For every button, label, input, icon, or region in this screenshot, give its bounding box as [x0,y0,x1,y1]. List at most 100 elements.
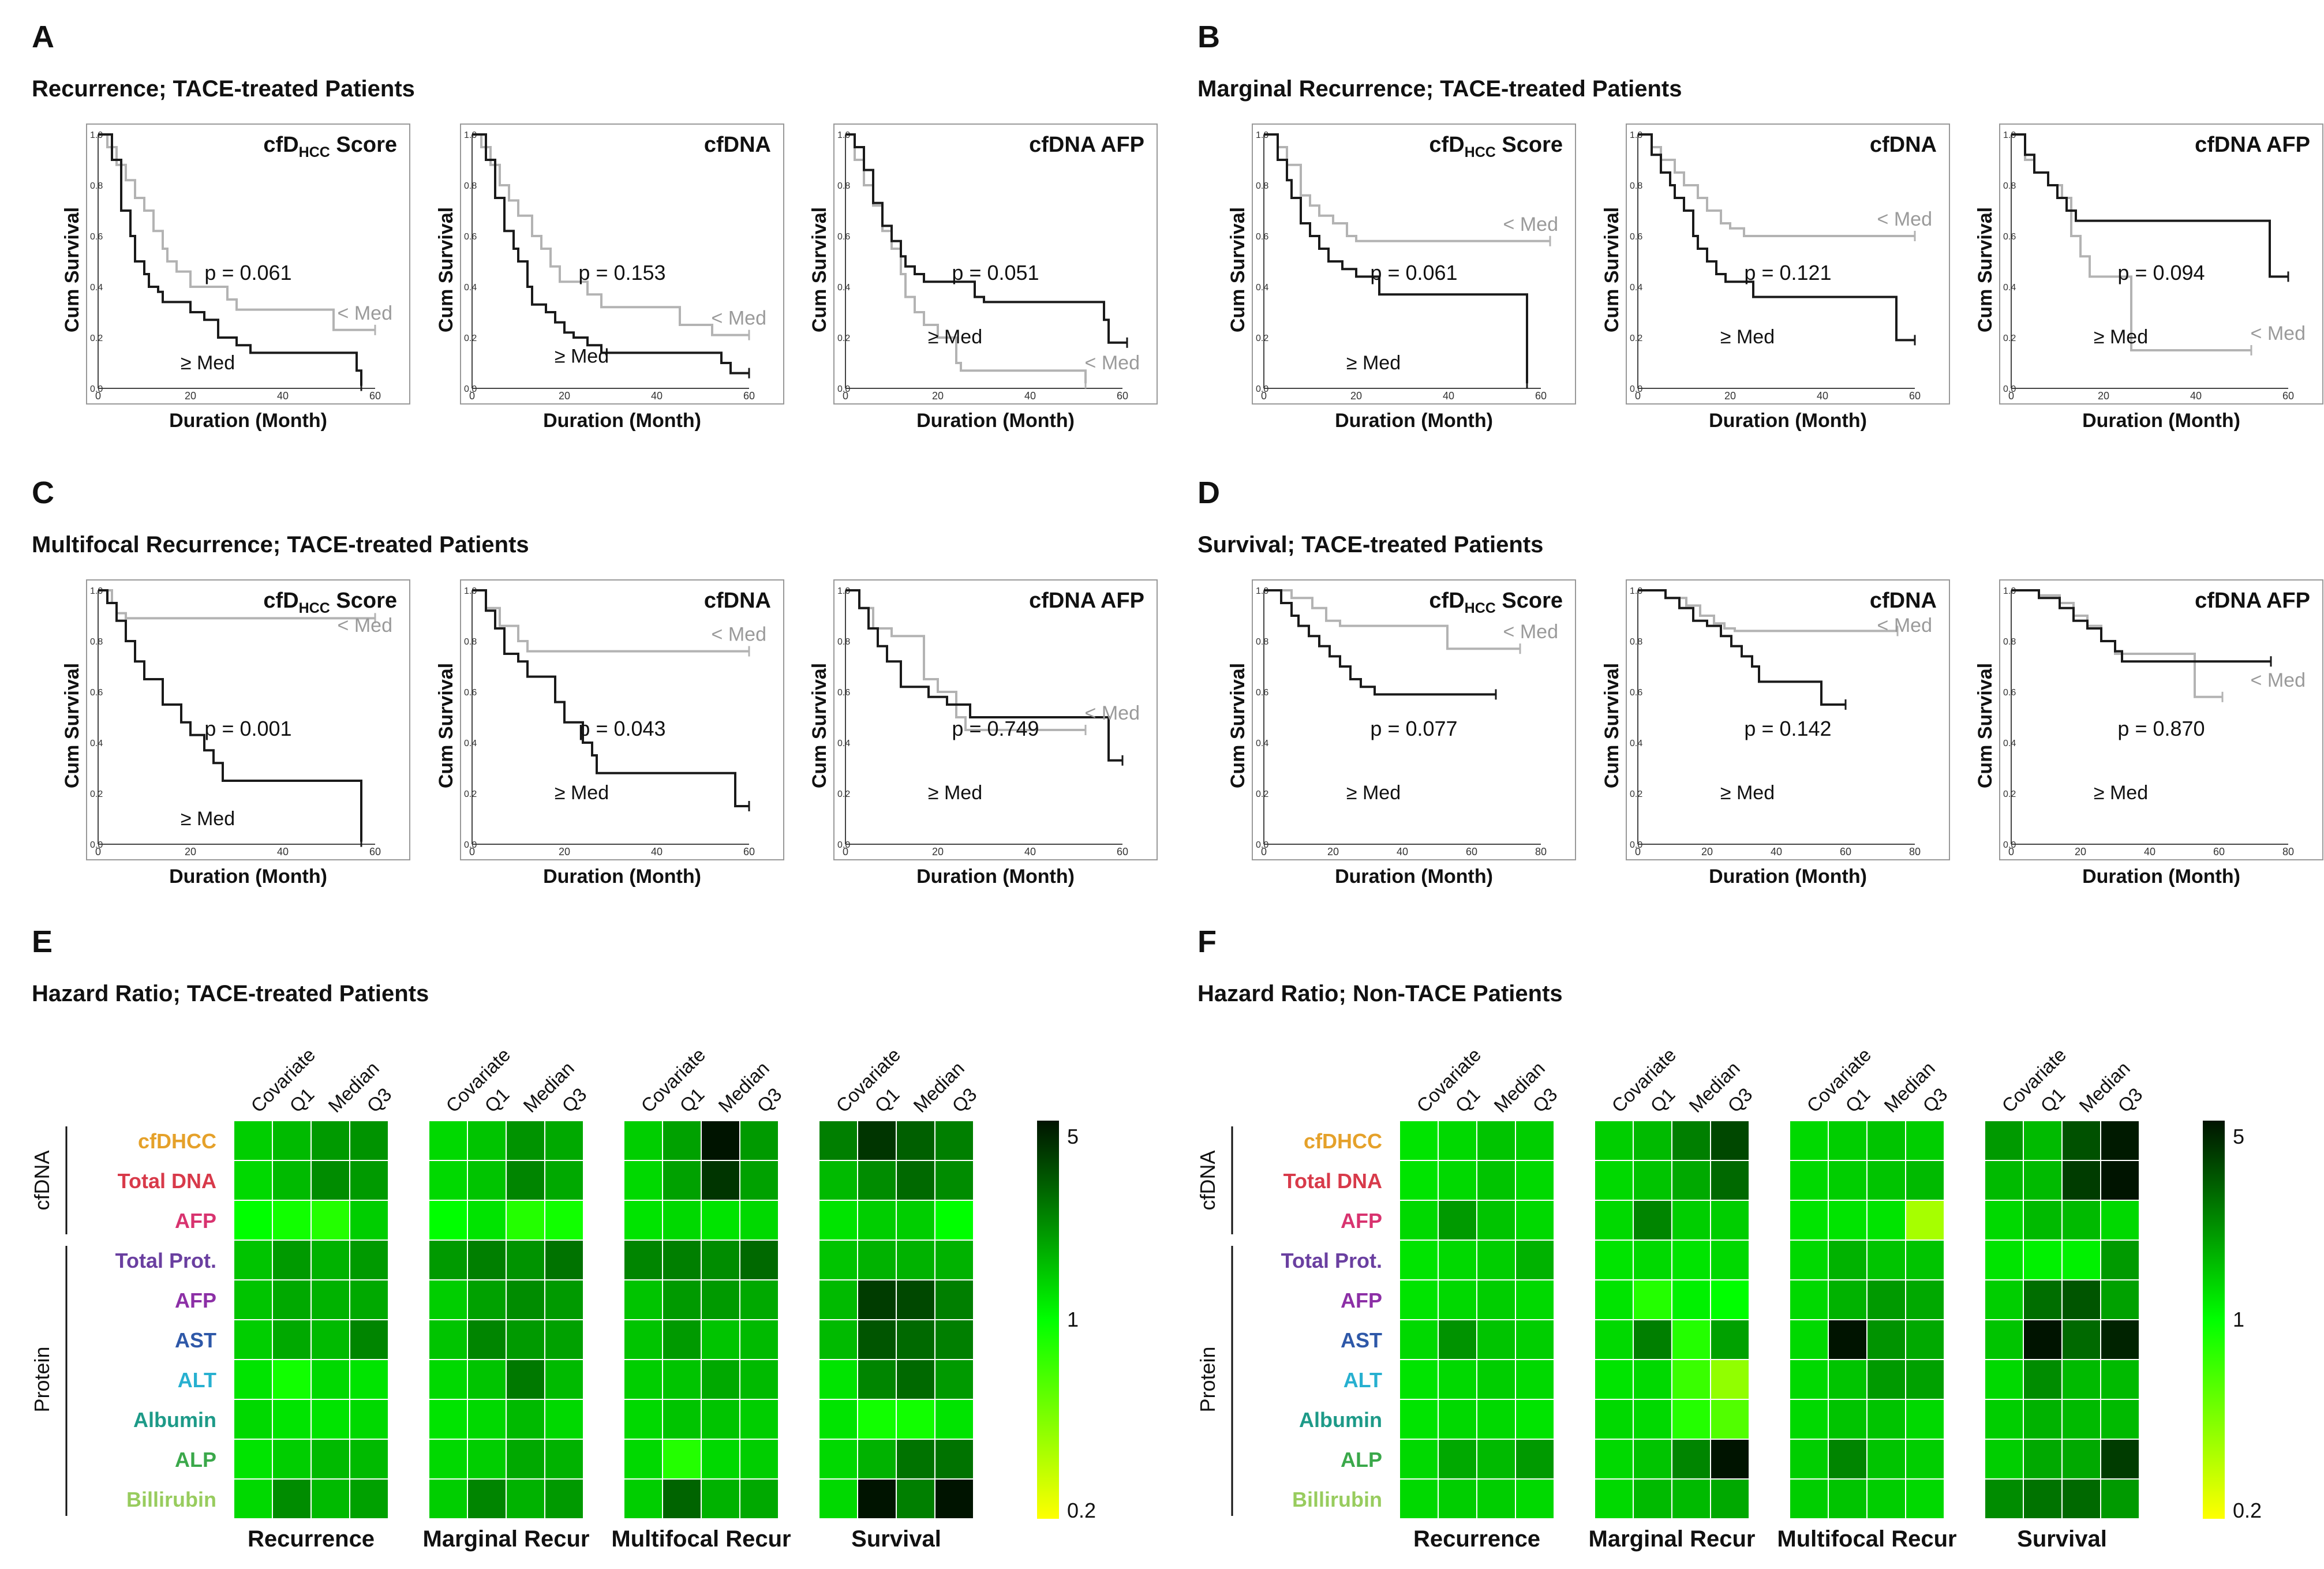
group-label-protein: Protein [30,1346,54,1412]
heatmap-cell [857,1399,897,1440]
y-axis-label: Cum Survival [1974,663,1996,788]
y-tick-label: 0.2 [1256,789,1268,799]
curve-below-median [2011,589,2222,698]
heatmap-cell [896,1160,935,1201]
y-tick-label: 0.0 [837,384,850,394]
heatmap-cell [896,1200,935,1241]
x-tick-label: 40 [1397,846,1408,857]
heatmap-cell [1594,1160,1634,1201]
p-value: p = 0.061 [1370,261,1457,284]
x-tick-label: 20 [2075,846,2086,857]
heatmap-cell [506,1399,545,1440]
heatmap-cell [2023,1319,2063,1360]
row-label: Total DNA [118,1169,216,1193]
row-label: ALP [175,1448,216,1471]
y-tick-label: 1.0 [1256,586,1268,596]
y-axis-label: Cum Survival [435,207,457,332]
x-tick-label: 0 [1261,390,1267,402]
above-median-label: ≥ Med [181,808,235,830]
heatmap-cell [896,1399,935,1440]
heatmap-cell [1633,1240,1672,1280]
heatmap-cell [1984,1240,2024,1280]
y-tick-label: 0.0 [2003,384,2016,394]
heatmap-cell [1399,1478,1439,1519]
heatmap-cell [2100,1240,2140,1280]
chart-label: cfDHCC Score [1429,133,1563,160]
heatmap-cell [310,1240,350,1280]
row-label: AFP [1341,1209,1382,1233]
heatmap-cell [1710,1279,1750,1320]
heatmap-cell [1828,1319,1868,1360]
heatmap-cell [1476,1439,1516,1480]
p-value: p = 0.061 [204,261,291,284]
p-value: p = 0.142 [1744,717,1831,740]
y-tick-label: 0.6 [464,688,477,698]
y-tick-label: 0.8 [837,181,850,191]
heatmap-cell [310,1478,350,1519]
heatmap-cell [349,1399,389,1440]
above-median-label: ≥ Med [928,782,982,804]
panel-title: Hazard Ratio; TACE-treated Patients [32,981,429,1006]
heatmap-cell [1828,1120,1868,1161]
heatmap-cell [233,1160,273,1201]
chart-label: cfDNA [1870,589,1937,613]
x-tick-label: 40 [651,846,663,857]
below-median-label: < Med [2251,323,2306,344]
panel-title: Marginal Recurrence; TACE-treated Patien… [1197,76,1682,102]
heatmap-cell [544,1200,584,1241]
x-tick-label: 40 [1817,390,1828,402]
row-label: cfDHCC [1304,1129,1382,1153]
heatmap-cell [1515,1240,1555,1280]
km-chart: 0.0 0.2 0.4 0.6 0.8 1.0 0 20 40 60 Cum Survival Dur… [1974,123,2323,432]
x-tick-label: 40 [651,390,663,402]
below-median-label: < Med [338,615,392,636]
chart-label: cfDNA [1870,133,1937,157]
x-tick-label: 60 [369,390,381,402]
heatmap-cell [2023,1439,2063,1480]
heatmap-cell [1594,1478,1634,1519]
heatmap-cell [1984,1319,2024,1360]
y-tick-label: 0.4 [464,739,477,748]
heatmap-cell [1633,1439,1672,1480]
heatmap-cell [272,1160,312,1201]
row-label: Total Prot. [1281,1249,1382,1272]
heatmap-cell [896,1359,935,1400]
column-label: Q1 [285,1084,318,1117]
heatmap-cell [1515,1359,1555,1400]
heatmap-cell [2100,1319,2140,1360]
heatmap-cell [506,1439,545,1480]
y-axis-label: Cum Survival [61,207,83,332]
row-label: Total DNA [1283,1169,1382,1193]
above-median-label: ≥ Med [555,782,609,804]
y-tick-label: 0.8 [464,181,477,191]
heatmap-cell [1633,1478,1672,1519]
heatmap-cell [818,1478,858,1519]
heatmap-cell [1633,1160,1672,1201]
heatmap-cell [349,1279,389,1320]
curve-above-median [1264,589,1496,696]
heatmap-cell [1984,1359,2024,1400]
x-axis-label: Duration (Month) [169,410,327,432]
heatmap-cell [1633,1319,1672,1360]
heatmap-cell [1671,1399,1711,1440]
y-tick-label: 1.0 [2003,586,2016,596]
x-tick-label: 0 [469,846,475,857]
heatmap-cell [233,1240,273,1280]
heatmap-cell [349,1160,389,1201]
curve-below-median [472,133,749,336]
y-tick-label: 0.2 [1256,334,1268,343]
heatmap-cell [2100,1359,2140,1400]
heatmap-cell [272,1399,312,1440]
curve-below-median [1264,589,1520,650]
group-title: Multifocal Recur [611,1526,791,1552]
heatmap-cell [701,1240,740,1280]
y-tick-label: 0.0 [1630,384,1642,394]
heatmap-cell [818,1399,858,1440]
y-tick-label: 0.6 [1630,232,1642,242]
y-tick-label: 1.0 [1630,130,1642,140]
y-tick-label: 0.4 [837,283,850,293]
plot-frame [460,123,784,405]
curve-above-median [98,589,362,842]
heatmap-cell [1710,1399,1750,1440]
colorbar-mid-label: 1 [1067,1308,1079,1331]
